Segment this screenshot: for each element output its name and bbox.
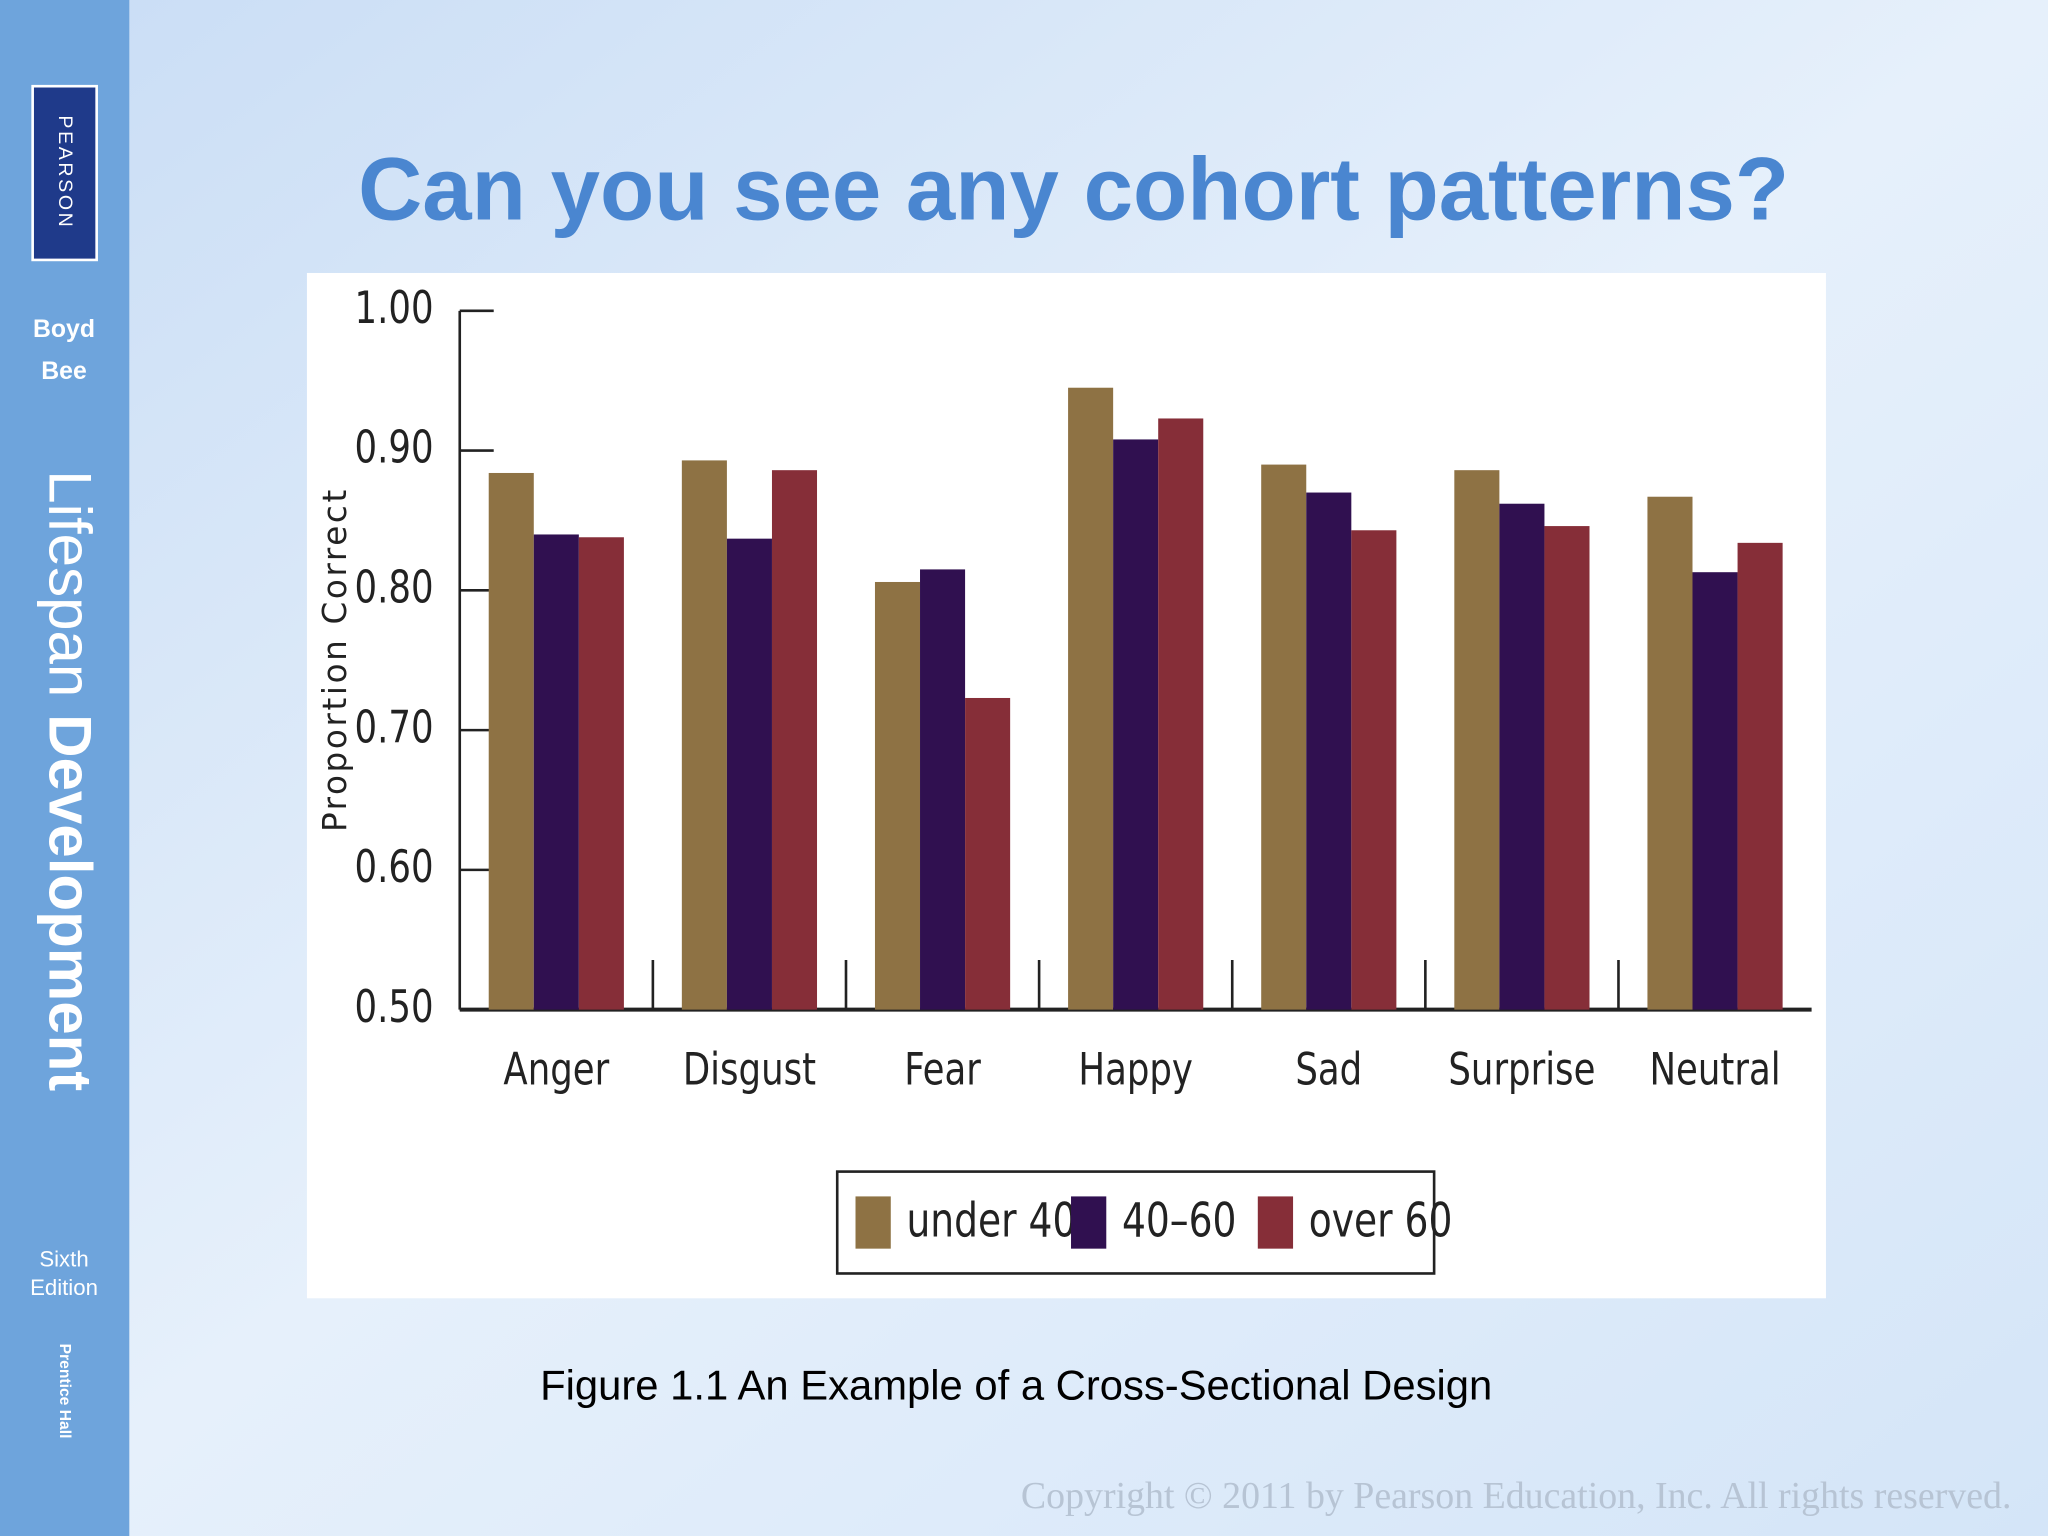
- legend-swatch: [1071, 1196, 1107, 1249]
- y-tick-label: 1.00: [355, 283, 434, 334]
- legend-label: under 40: [906, 1193, 1076, 1248]
- bar: [533, 534, 579, 1010]
- bar: [1499, 503, 1545, 1010]
- y-tick-label: 0.70: [355, 703, 434, 754]
- bar: [771, 470, 818, 1010]
- book-title: Lifespan Development: [36, 470, 103, 1091]
- bar: [1544, 526, 1590, 1010]
- book-title-part: Lifespan: [36, 470, 103, 697]
- edition: Sixth: [39, 1246, 88, 1271]
- y-tick-label: 0.50: [355, 982, 434, 1033]
- y-axis-label: Proportion Correct: [316, 487, 354, 832]
- slide-title: Can you see any cohort patterns?: [358, 139, 1789, 238]
- bar: [1351, 530, 1397, 1010]
- bar: [1261, 464, 1307, 1010]
- y-tick-label: 0.90: [355, 423, 434, 474]
- logo: [31, 84, 98, 262]
- chart: Proportion Correct 0.50 0.60 0.70 0.80 0.90 1.…: [316, 283, 1812, 1275]
- legend-swatch: [855, 1196, 891, 1249]
- bar: [578, 537, 624, 1010]
- caption: Figure 1.1 An Example of a Cross-Section…: [540, 1361, 1492, 1408]
- bar: [1158, 418, 1204, 1010]
- x-tick-label: Disgust: [683, 1045, 816, 1096]
- x-tick-label: Happy: [1078, 1045, 1193, 1096]
- bar: [965, 697, 1011, 1010]
- bar: [1647, 496, 1693, 1010]
- x-tick-label: Anger: [503, 1045, 609, 1096]
- bar: [1306, 492, 1352, 1010]
- x-tick-label: Surprise: [1448, 1045, 1595, 1096]
- bar: [488, 472, 534, 1010]
- publisher: PEARSON: [54, 115, 76, 229]
- bar: [1454, 470, 1500, 1010]
- bar: [1068, 387, 1114, 1010]
- legend-swatch: [1257, 1196, 1294, 1249]
- bar: [1113, 439, 1159, 1010]
- bar: [1692, 572, 1738, 1010]
- legend-box: [835, 1170, 1436, 1275]
- imprint: Prentice Hall: [56, 1344, 73, 1439]
- copyright: Copyright © 2011 by Pearson Education, I…: [1021, 1475, 2012, 1517]
- bar: [726, 538, 772, 1010]
- x-tick-label: Sad: [1295, 1045, 1362, 1096]
- bar: [681, 460, 727, 1010]
- y-tick-label: 0.60: [355, 842, 434, 893]
- book-title-part: Development: [36, 714, 103, 1091]
- legend-label: 40–60: [1122, 1193, 1237, 1248]
- x-tick-label: Neutral: [1649, 1045, 1780, 1096]
- edition: Edition: [30, 1275, 98, 1300]
- author: Boyd: [33, 316, 95, 343]
- bar: [920, 569, 966, 1010]
- x-tick-label: Fear: [904, 1045, 981, 1096]
- author: Bee: [41, 358, 87, 385]
- bar: [1737, 542, 1783, 1010]
- bar: [874, 581, 921, 1010]
- y-tick-label: 0.80: [355, 563, 434, 614]
- legend-label: over 60: [1309, 1193, 1453, 1248]
